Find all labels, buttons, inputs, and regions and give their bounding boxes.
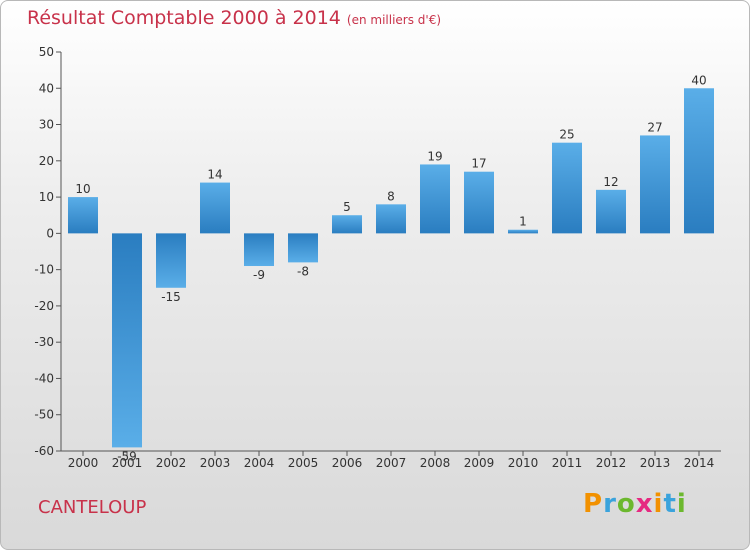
y-tick-label: 30 — [39, 118, 54, 132]
logo-letter: r — [603, 489, 617, 519]
chart-unit: (en milliers d'€) — [346, 13, 442, 27]
bar — [112, 233, 142, 448]
x-tick-label: 2007 — [376, 456, 407, 470]
bar — [420, 164, 450, 234]
y-tick-label: -30 — [34, 335, 54, 349]
bar — [376, 204, 406, 234]
bar — [244, 233, 274, 267]
data-label: 27 — [647, 120, 662, 134]
y-tick-label: -20 — [34, 299, 54, 313]
bar — [200, 182, 230, 234]
x-tick-label: 2009 — [464, 456, 495, 470]
logo-letter: o — [616, 489, 636, 519]
data-label: 5 — [343, 200, 351, 214]
y-tick-label: -10 — [34, 263, 54, 277]
chart-title-text: Résultat Comptable 2000 à 2014 — [27, 7, 341, 29]
x-tick-label: 2005 — [288, 456, 319, 470]
y-tick-label: 50 — [39, 45, 54, 59]
y-tick-label: 0 — [46, 226, 54, 240]
x-tick-label: 2000 — [68, 456, 99, 470]
chart-title: Résultat Comptable 2000 à 2014 (en millie… — [27, 7, 441, 29]
x-tick-label: 2001 — [112, 456, 143, 470]
logo-letter: i — [676, 489, 687, 519]
y-tick-label: -60 — [34, 444, 54, 458]
logo-letter: t — [663, 489, 677, 519]
bar — [156, 233, 186, 288]
bar — [640, 135, 670, 234]
x-tick-label: 2008 — [420, 456, 451, 470]
bar — [684, 88, 714, 234]
data-label: 40 — [691, 73, 706, 87]
bar — [552, 142, 582, 234]
data-label: -9 — [253, 268, 265, 282]
bar — [288, 233, 318, 263]
logo-letter: i — [653, 489, 664, 519]
logo-letter: x — [635, 489, 654, 519]
x-tick-label: 2014 — [684, 456, 715, 470]
bar — [508, 229, 538, 234]
x-tick-label: 2011 — [552, 456, 583, 470]
proxiti-logo[interactable]: Proxiti — [583, 489, 687, 519]
data-label: -59 — [117, 449, 137, 463]
logo-letter: P — [583, 489, 604, 519]
data-label: 17 — [471, 157, 486, 171]
data-label: 14 — [207, 168, 222, 182]
y-tick-label: 10 — [39, 190, 54, 204]
axes: -60 -50 -40 -30 -20 -10 0 10 20 30 40 50 2000 2001 200… — [34, 45, 721, 470]
x-tick-label: 2002 — [156, 456, 187, 470]
y-tick-label: -50 — [34, 408, 54, 422]
data-label: 1 — [519, 215, 527, 229]
y-tick-label: 40 — [39, 81, 54, 95]
x-tick-label: 2012 — [596, 456, 627, 470]
bar — [68, 197, 98, 234]
bars — [68, 88, 714, 448]
x-tick-label: 2013 — [640, 456, 671, 470]
y-tick-label: 20 — [39, 154, 54, 168]
bar — [596, 189, 626, 234]
data-label: 12 — [603, 175, 618, 189]
x-tick-label: 2004 — [244, 456, 275, 470]
y-tick-label: -40 — [34, 371, 54, 385]
data-label: 8 — [387, 189, 395, 203]
data-label: 10 — [75, 182, 90, 196]
x-tick-label: 2010 — [508, 456, 539, 470]
data-label: -8 — [297, 264, 309, 278]
x-tick-label: 2003 — [200, 456, 231, 470]
bar — [464, 171, 494, 234]
commune-name: CANTELOUP — [38, 497, 147, 518]
data-label: -15 — [161, 290, 181, 304]
value-labels: 10 -59 -15 14 -9 -8 5 8 19 17 1 25 12 27 40 — [75, 73, 706, 463]
data-label: 19 — [427, 149, 442, 163]
data-label: 25 — [559, 128, 574, 142]
bar — [332, 215, 362, 234]
x-tick-label: 2006 — [332, 456, 363, 470]
